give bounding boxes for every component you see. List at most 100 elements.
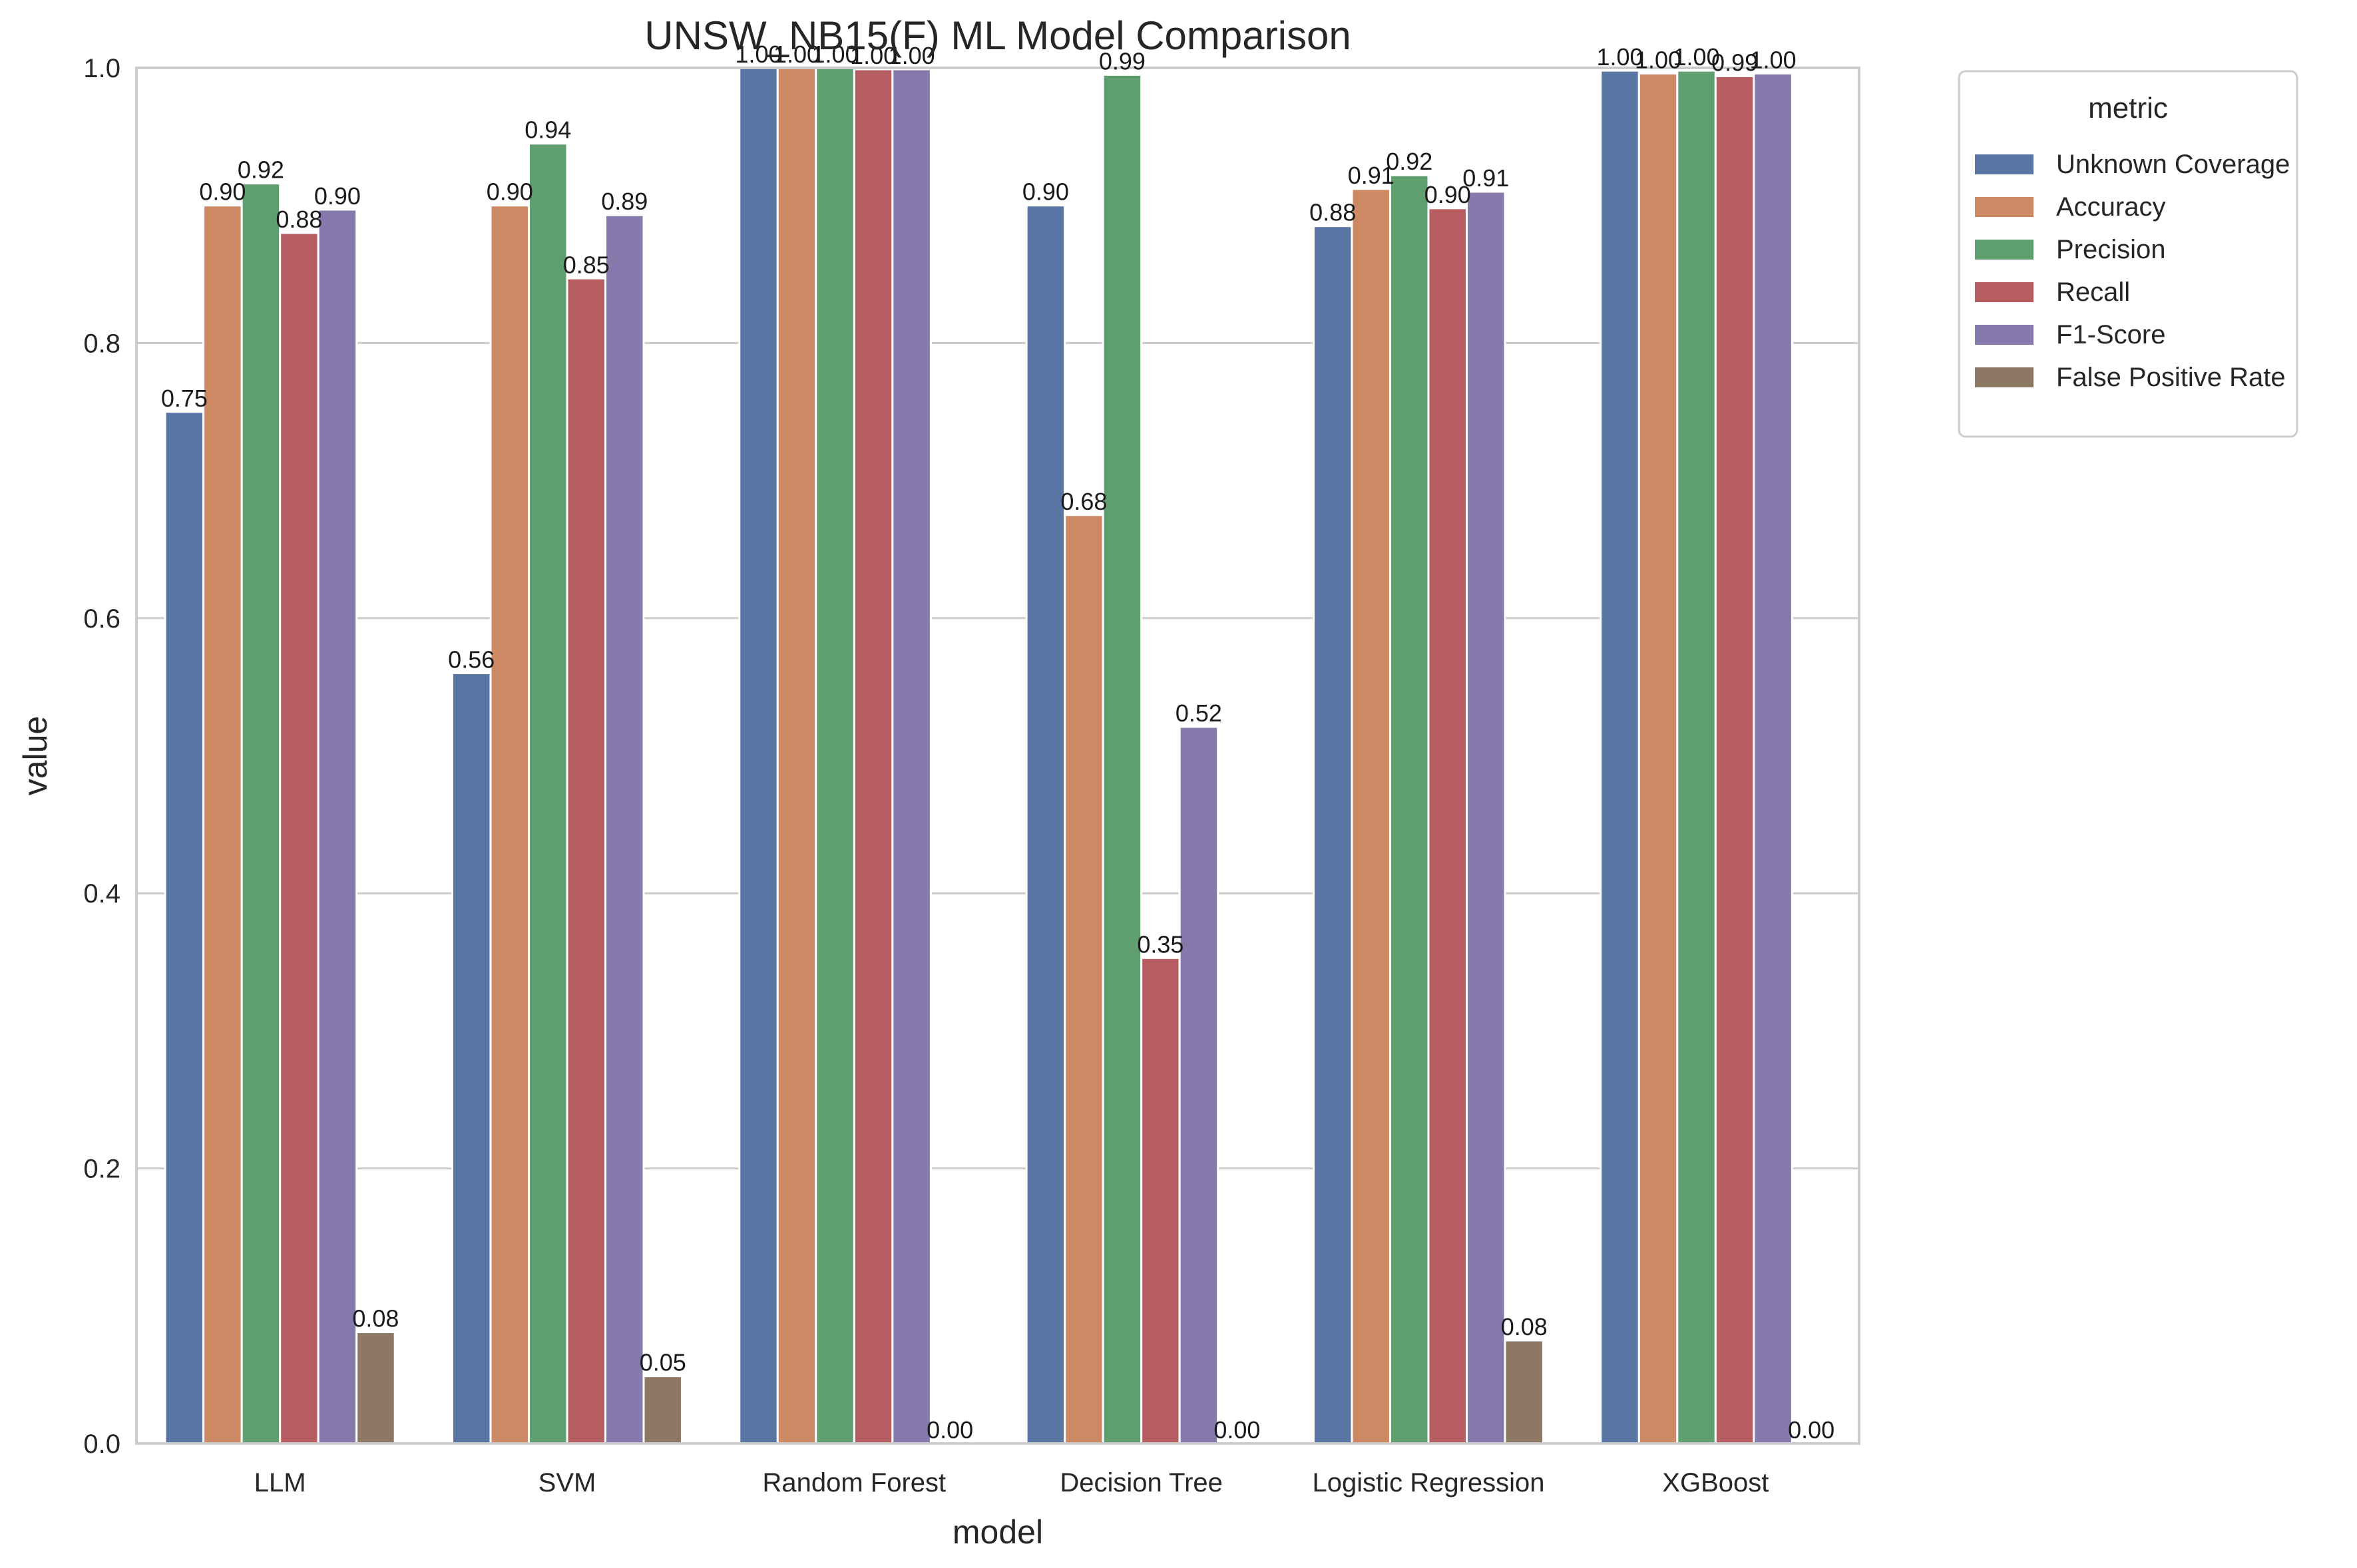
x-axis-ticks: LLM SVM Random Forest Decision Tree Logistic… [254,1468,1769,1497]
data-label: 0.90 [1022,178,1069,206]
data-label: 1.00 [736,41,782,68]
bar-decision-tree-precision [1102,73,1143,1445]
y-tick-label: 0.2 [83,1155,120,1184]
data-label: 0.68 [1060,488,1107,515]
bar-random-forest-precision [815,67,855,1445]
legend-swatch-accuracy [1975,197,2034,217]
bar-svm-recall [566,277,607,1445]
data-label: 0.08 [352,1305,399,1332]
chart-title: UNSW_NB15(F) ML Model Comparison [644,13,1351,58]
bar-logistic-regression-false-positive-rate [1504,1339,1545,1445]
bar-logistic-regression-f1-score [1466,190,1506,1445]
x-tick-label: Logistic Regression [1312,1468,1544,1497]
bar-llm-unknown-coverage [164,411,205,1445]
x-axis-label: model [953,1513,1043,1551]
legend-label-unknown-coverage: Unknown Coverage [2056,150,2290,179]
y-tick-label: 1.0 [83,54,120,83]
data-label: 0.90 [487,178,533,206]
x-tick-label: Random Forest [762,1468,946,1497]
bar-random-forest-f1-score [891,68,932,1445]
bar-decision-tree-recall [1140,956,1181,1445]
legend-swatch-unknown-coverage [1975,154,2034,174]
data-label: 1.00 [1673,43,1720,71]
bar-svm-false-positive-rate [642,1375,684,1445]
bar-xgboost-recall [1714,75,1755,1445]
legend-swatch-precision [1975,240,2034,260]
bar-logistic-regression-recall [1427,207,1468,1445]
data-label: 0.00 [1213,1416,1260,1444]
x-tick-label: XGBoost [1662,1468,1769,1497]
y-tick-label: 0.0 [83,1430,120,1459]
bar-decision-tree-unknown-coverage [1025,204,1066,1445]
data-label: 0.91 [1348,162,1394,189]
legend-items: Unknown Coverage Accuracy Precision Recall F… [1975,150,2290,392]
data-label: 0.92 [238,156,284,184]
data-label: 0.92 [1386,148,1432,175]
legend-label-precision: Precision [2056,235,2166,264]
bar-svm-unknown-coverage [451,672,492,1445]
bar-llm-f1-score [317,208,358,1445]
data-label: 0.88 [276,206,322,233]
bar-xgboost-unknown-coverage [1600,69,1640,1445]
legend-swatch-false-positive-rate [1975,367,2034,387]
y-tick-label: 0.4 [83,879,120,908]
legend-label-recall: Recall [2056,278,2130,307]
data-label: 0.91 [1462,164,1509,192]
bar-xgboost-accuracy [1637,72,1679,1445]
data-label: 0.88 [1309,199,1356,226]
bar-decision-tree-f1-score [1178,725,1219,1445]
bar-random-forest-recall [853,68,894,1445]
data-label: 0.85 [563,251,610,278]
legend-box [1958,70,2298,438]
data-label: 0.56 [448,646,495,673]
data-labels: 0.750.900.920.880.900.080.560.900.940.85… [161,41,1834,1444]
data-label: 0.75 [161,385,208,412]
bar-svm-f1-score [604,214,645,1445]
legend-swatch-f1-score [1975,325,2034,345]
bar-llm-recall [279,232,320,1445]
data-label: 0.35 [1137,930,1183,958]
data-label: 0.99 [1099,47,1146,75]
x-tick-label: Decision Tree [1060,1468,1223,1497]
y-axis-ticks: 0.0 0.2 0.4 0.6 0.8 1.0 [83,54,120,1459]
data-label: 1.00 [1635,46,1681,73]
bar-logistic-regression-unknown-coverage [1312,225,1353,1445]
data-label: 0.94 [525,116,571,144]
bar-svm-precision [527,142,568,1445]
data-label: 1.00 [773,41,820,68]
bar-llm-accuracy [202,204,243,1445]
bar-xgboost-f1-score [1753,72,1793,1445]
legend-swatch-recall [1975,282,2034,302]
bar-logistic-regression-accuracy [1351,188,1391,1445]
data-label: 1.00 [812,41,859,68]
data-label: 1.00 [889,42,935,69]
data-label: 1.00 [1597,43,1643,71]
bar-svm-accuracy [489,204,530,1445]
legend-label-false-positive-rate: False Positive Rate [2056,363,2286,392]
legend-label-f1-score: F1-Score [2056,320,2166,349]
x-tick-label: SVM [538,1468,596,1497]
bar-llm-false-positive-rate [355,1331,396,1445]
bar-decision-tree-accuracy [1064,514,1104,1445]
data-label: 0.05 [640,1349,686,1376]
data-label: 0.00 [927,1416,973,1444]
bars [164,67,1793,1445]
x-tick-label: LLM [254,1468,306,1497]
legend-title: metric [2088,92,2168,124]
y-tick-label: 0.8 [83,329,120,358]
data-label: 0.52 [1176,699,1222,727]
data-label: 0.00 [1788,1416,1834,1444]
data-label: 0.99 [1711,49,1758,76]
legend: metric Unknown Coverage Accuracy Precision… [1958,70,2298,438]
bar-xgboost-precision [1676,69,1717,1445]
data-label: 0.90 [199,178,246,206]
y-axis-label: value [17,716,54,796]
data-label: 0.90 [314,182,361,210]
bar-random-forest-unknown-coverage [738,67,779,1445]
y-tick-label: 0.6 [83,604,120,634]
data-label: 1.00 [1750,46,1797,73]
data-label: 0.89 [601,188,648,215]
legend-label-accuracy: Accuracy [2056,192,2166,222]
